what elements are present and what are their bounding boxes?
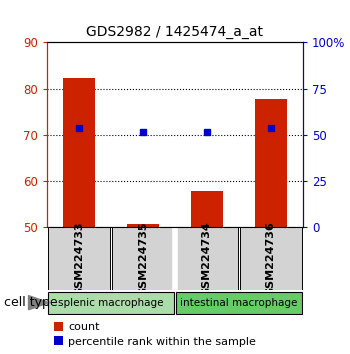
Bar	[112, 227, 174, 290]
Bar	[176, 227, 238, 290]
Text: percentile rank within the sample: percentile rank within the sample	[68, 337, 256, 347]
Text: GSM224734: GSM224734	[202, 221, 212, 296]
Text: intestinal macrophage: intestinal macrophage	[180, 298, 298, 308]
Bar	[255, 99, 287, 227]
Bar	[239, 227, 302, 290]
Text: count: count	[68, 322, 100, 332]
Bar	[48, 292, 174, 314]
Title: GDS2982 / 1425474_a_at: GDS2982 / 1425474_a_at	[86, 25, 264, 39]
Text: GSM224735: GSM224735	[138, 221, 148, 296]
Text: cell type: cell type	[4, 296, 57, 309]
Bar	[63, 78, 95, 227]
Bar	[48, 227, 111, 290]
Bar	[191, 191, 223, 227]
Text: splenic macrophage: splenic macrophage	[58, 298, 164, 308]
Polygon shape	[29, 296, 49, 310]
Bar	[176, 292, 302, 314]
Text: GSM224736: GSM224736	[266, 221, 276, 296]
Bar	[127, 224, 159, 227]
Text: GSM224733: GSM224733	[74, 221, 84, 296]
